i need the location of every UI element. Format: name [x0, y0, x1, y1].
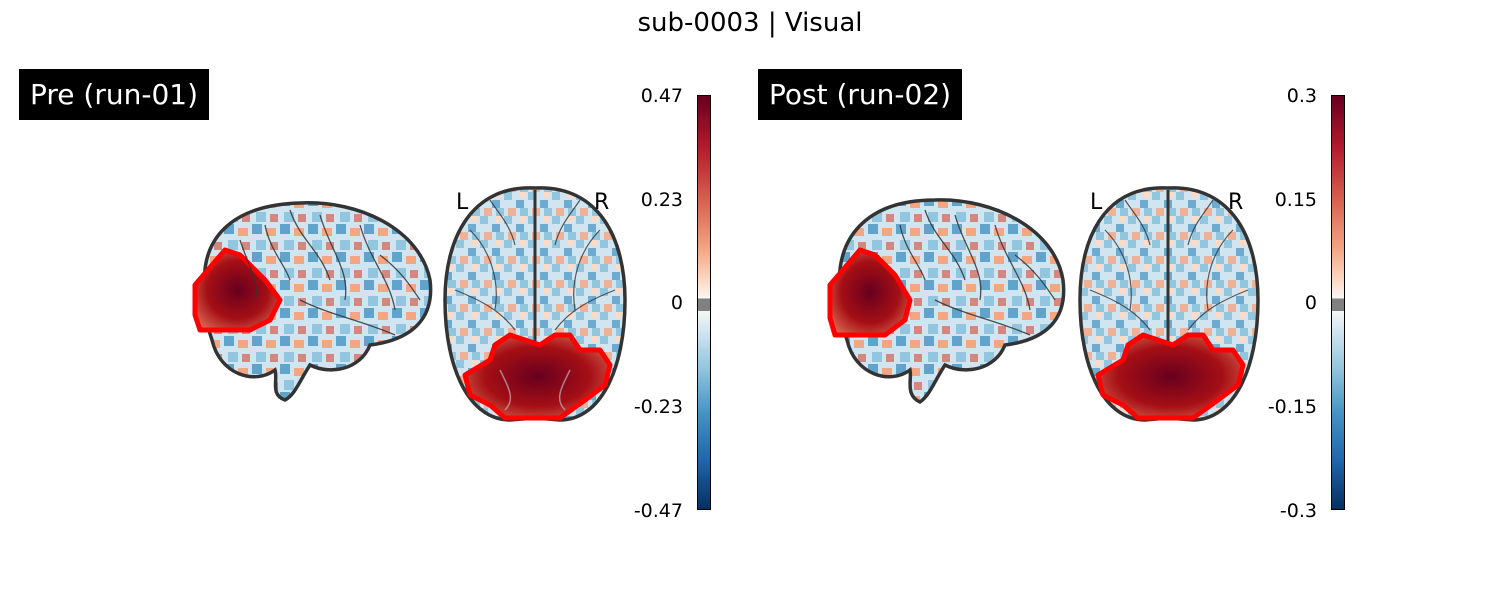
pre-axial-roi — [462, 332, 613, 421]
pre-tick-max: 0.47 — [640, 85, 683, 107]
pre-sagittal-roi — [192, 247, 283, 333]
post-axial-view — [1078, 186, 1260, 422]
pre-sagittal-view — [192, 201, 433, 402]
pre-left-label: L — [456, 190, 469, 215]
pre-sagittal-brain — [202, 201, 433, 402]
pre-axial-view — [443, 186, 627, 422]
post-tick-mid: 0 — [1304, 292, 1317, 314]
pre-tick-upper: 0.23 — [640, 189, 683, 211]
figure-title: sub-0003 | Visual — [637, 8, 863, 38]
post-tick-lower: -0.15 — [1267, 396, 1317, 418]
post-tick-min: -0.3 — [1279, 500, 1317, 522]
pre-right-label: R — [594, 190, 610, 215]
post-tick-upper: 0.15 — [1274, 189, 1317, 211]
post-right-label: R — [1228, 190, 1244, 215]
post-sagittal-view — [827, 198, 1066, 405]
panel-label-pre: Pre (run-01) — [19, 69, 209, 120]
post-sagittal-roi — [827, 247, 913, 338]
post-left-label: L — [1090, 190, 1103, 215]
post-sagittal-brain — [837, 198, 1066, 405]
pre-colorbar — [697, 95, 711, 510]
pre-tick-lower: -0.23 — [633, 396, 683, 418]
post-tick-max: 0.3 — [1286, 85, 1317, 107]
post-colorbar — [1331, 95, 1345, 510]
pre-tick-mid: 0 — [670, 292, 683, 314]
panel-label-post: Post (run-02) — [758, 69, 963, 120]
post-axial-roi — [1095, 332, 1246, 421]
pre-tick-min: -0.47 — [633, 500, 683, 522]
